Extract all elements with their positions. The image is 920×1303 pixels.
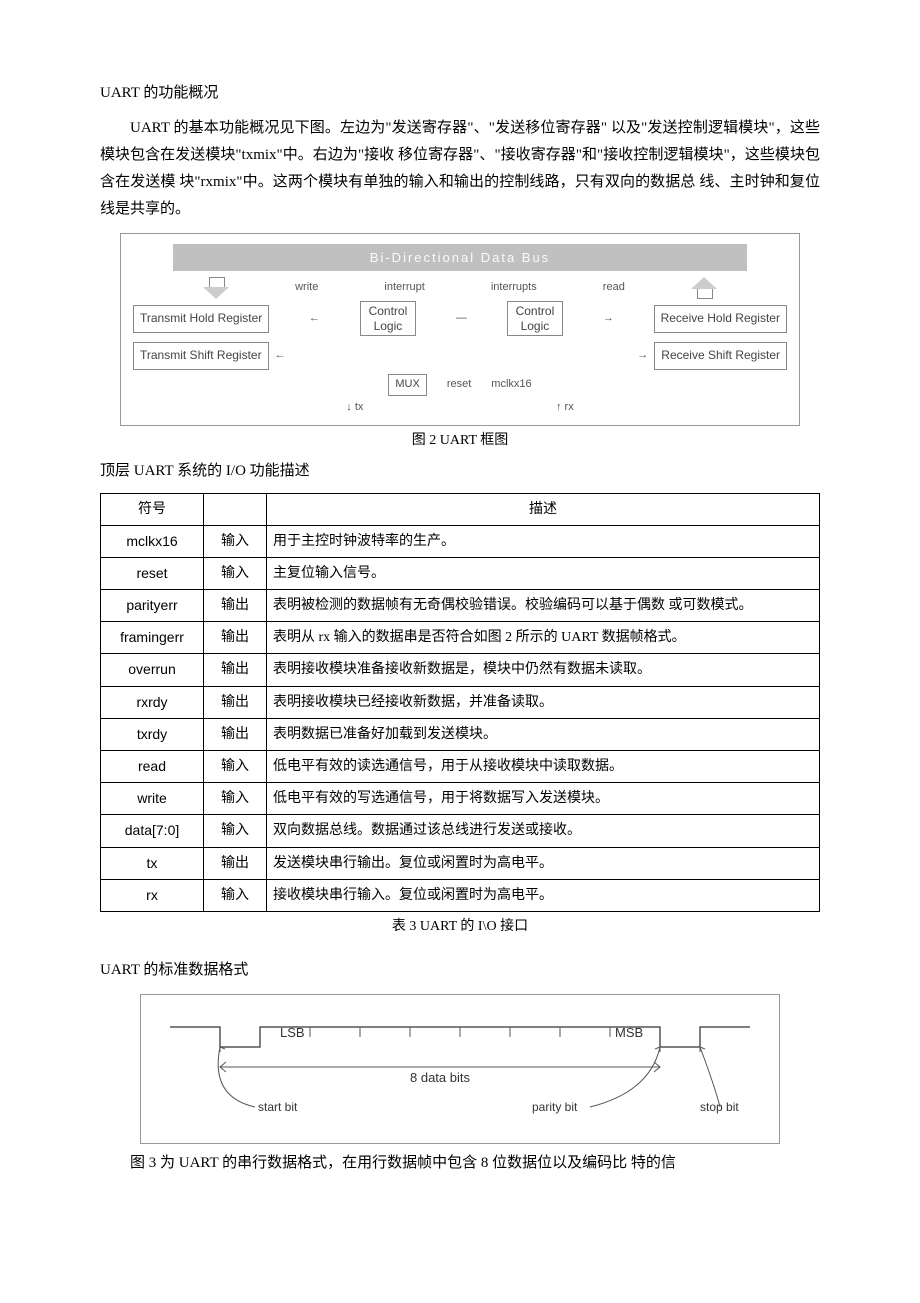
bus-bar: Bi-Directional Data Bus <box>173 244 747 271</box>
label-mclk: mclkx16 <box>491 375 531 395</box>
table-row: rxrdy输出表明接收模块已经接收新数据，并准备读取。 <box>101 686 820 718</box>
startbit-label: start bit <box>258 1100 298 1114</box>
th-dir <box>204 493 267 525</box>
table-3-caption: 表 3 UART 的 I\O 接口 <box>100 914 820 939</box>
control-logic-right: Control Logic <box>507 301 564 336</box>
table-row: rx输入接收模块串行输入。复位或闲置时为高电平。 <box>101 879 820 911</box>
table-row: write输入低电平有效的写选通信号，用于将数据写入发送模块。 <box>101 783 820 815</box>
label-write: write <box>295 278 318 298</box>
label-read: read <box>603 278 625 298</box>
arrow-icon: — <box>456 309 467 329</box>
figure-2-caption: 图 2 UART 框图 <box>100 428 820 453</box>
table-row: framingerr输出表明从 rx 输入的数据串是否符合如图 2 所示的 UA… <box>101 622 820 654</box>
table-row: tx输出发送模块串行输出。复位或闲置时为高电平。 <box>101 847 820 879</box>
arrow-down-icon <box>203 277 229 299</box>
label-interrupts: interrupts <box>491 278 537 298</box>
closing-paragraph: 图 3 为 UART 的串行数据格式，在用行数据帧中包含 8 位数据位以及编码比… <box>100 1150 820 1177</box>
arrow-up-icon <box>691 277 717 299</box>
arrow-icon: ← <box>309 309 320 329</box>
receive-shift-register: Receive Shift Register <box>654 342 787 370</box>
lsb-label: LSB <box>280 1025 305 1040</box>
table-row: overrun输出表明接收模块准备接收新数据是，模块中仍然有数据未读取。 <box>101 654 820 686</box>
section-title-2: 顶层 UART 系统的 I/O 功能描述 <box>100 458 820 485</box>
table-row: reset输入主复位输入信号。 <box>101 557 820 589</box>
section-title-3: UART 的标准数据格式 <box>100 957 820 984</box>
msb-label: MSB <box>615 1025 643 1040</box>
th-symbol: 符号 <box>101 493 204 525</box>
stopbit-label: stop bit <box>700 1100 739 1114</box>
label-interrupt: interrupt <box>384 278 424 298</box>
table-row: parityerr输出表明被检测的数据帧有无奇偶校验错误。校验编码可以基于偶数 … <box>101 590 820 622</box>
label-tx: ↓ tx <box>346 398 363 418</box>
label-rx: ↑ rx <box>556 398 574 418</box>
table-row: data[7:0]输入双向数据总线。数据通过该总线进行发送或接收。 <box>101 815 820 847</box>
databits-label: 8 data bits <box>410 1070 470 1085</box>
timing-svg: LSB MSB 8 data bits start bit parity bit… <box>157 1007 763 1117</box>
arrow-icon: → <box>603 309 614 329</box>
label-reset: reset <box>447 375 471 395</box>
table-row: mclkx16输入用于主控时钟波特率的生产。 <box>101 525 820 557</box>
th-desc: 描述 <box>267 493 820 525</box>
mux-block: MUX <box>388 374 426 396</box>
paritybit-label: parity bit <box>532 1100 578 1114</box>
intro-paragraph: UART 的基本功能概况见下图。左边为"发送寄存器"、"发送移位寄存器" 以及"… <box>100 115 820 223</box>
table-row: read输入低电平有效的读选通信号，用于从接收模块中读取数据。 <box>101 751 820 783</box>
receive-hold-register: Receive Hold Register <box>654 305 787 333</box>
uart-block-diagram: Bi-Directional Data Bus write interrupt … <box>120 233 800 426</box>
section-title-1: UART 的功能概况 <box>100 80 820 107</box>
arrow-icon: → <box>637 346 648 366</box>
control-logic-left: Control Logic <box>360 301 417 336</box>
arrow-icon: ← <box>275 346 286 366</box>
uart-timing-diagram: LSB MSB 8 data bits start bit parity bit… <box>140 994 780 1144</box>
table-header-row: 符号 描述 <box>101 493 820 525</box>
io-table: 符号 描述 mclkx16输入用于主控时钟波特率的生产。reset输入主复位输入… <box>100 493 820 912</box>
transmit-shift-register: Transmit Shift Register <box>133 342 269 370</box>
table-row: txrdy输出表明数据已准备好加载到发送模块。 <box>101 718 820 750</box>
transmit-hold-register: Transmit Hold Register <box>133 305 269 333</box>
